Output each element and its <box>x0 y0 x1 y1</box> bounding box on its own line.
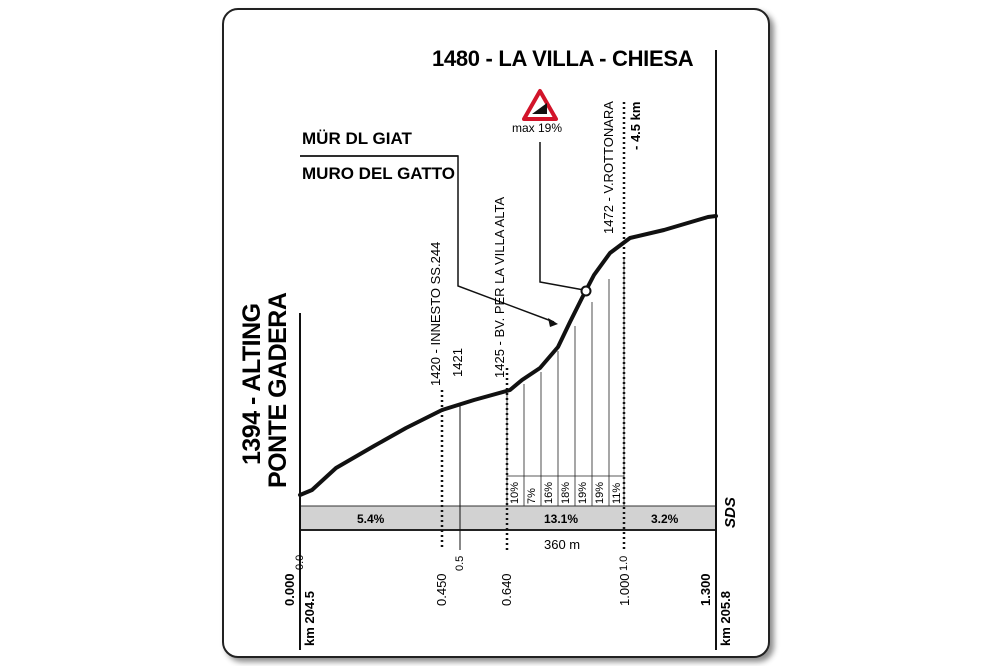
waypoint-label-1420: 1420 - INNESTO SS.244 <box>428 241 443 386</box>
gradient-bar-left <box>300 506 507 530</box>
climb-name-ladin: MÜR DL GIAT <box>302 129 412 148</box>
start-km-label: km 204.5 <box>302 591 317 646</box>
waypoint-label-1421: 1421 <box>450 348 465 377</box>
gradient-segment-label-1: 5.4% <box>357 512 385 526</box>
micro-gradient-label: 10% <box>509 481 521 504</box>
steep-gradient-warning-icon <box>522 89 558 121</box>
tick-label-0.450: 0.450 <box>434 573 449 606</box>
remaining-distance-label: - 4.5 km <box>628 101 643 150</box>
tick-label-0.0: 0.0 <box>294 554 306 570</box>
micro-gradient-label: 19% <box>594 481 606 504</box>
start-distance-top: 0.000 <box>282 573 297 606</box>
micro-gradient-label: 19% <box>577 481 589 504</box>
finish-distance-top: 1.300 <box>698 573 713 606</box>
finish-label: 1480 - LA VILLA - CHIESA <box>432 46 694 71</box>
max-gradient-marker <box>580 285 592 297</box>
gradient-bar-middle <box>507 506 624 530</box>
micro-gradient-label: 16% <box>543 481 555 504</box>
start-altitude-label: 1394 - ALTING <box>238 303 266 465</box>
steep-section-length-label: 360 m <box>544 537 581 552</box>
altimetry-profile-chart <box>298 50 718 650</box>
tick-label-1.0: 1.0 <box>618 555 630 571</box>
max-gradient-label: max 19% <box>512 121 563 135</box>
tick-label-0.640: 0.640 <box>499 573 514 606</box>
gradient-bar-right <box>624 506 716 530</box>
waypoint-label-1472: 1472 - V.ROTTONARA <box>601 101 616 234</box>
tick-label-0.5: 0.5 <box>454 555 466 571</box>
tick-label-1.000: 1.000 <box>617 573 632 606</box>
profile-card: 1480 - LA VILLA - CHIESA MÜR DL GIAT MUR… <box>222 8 770 658</box>
start-place-label: PONTE GADERA <box>264 292 292 488</box>
max-gradient-pointer-line <box>539 142 585 291</box>
elevation-profile-line <box>298 214 718 497</box>
climb-name-italian: MURO DEL GATTO <box>302 164 455 183</box>
finish-km-label: km 205.8 <box>718 591 733 646</box>
climb-pointer-arrowhead <box>548 318 558 327</box>
micro-gradient-label: 18% <box>560 481 572 504</box>
waypoint-label-1425: 1425 - BV. PER LA VILLA ALTA <box>492 196 507 378</box>
micro-gradient-label: 7% <box>526 488 538 504</box>
gradient-segment-label-3: 3.2% <box>651 512 679 526</box>
gradient-segment-label-2: 13.1% <box>544 512 579 526</box>
brand-label: SDS <box>722 497 739 528</box>
micro-gradient-label: 11% <box>611 482 623 504</box>
